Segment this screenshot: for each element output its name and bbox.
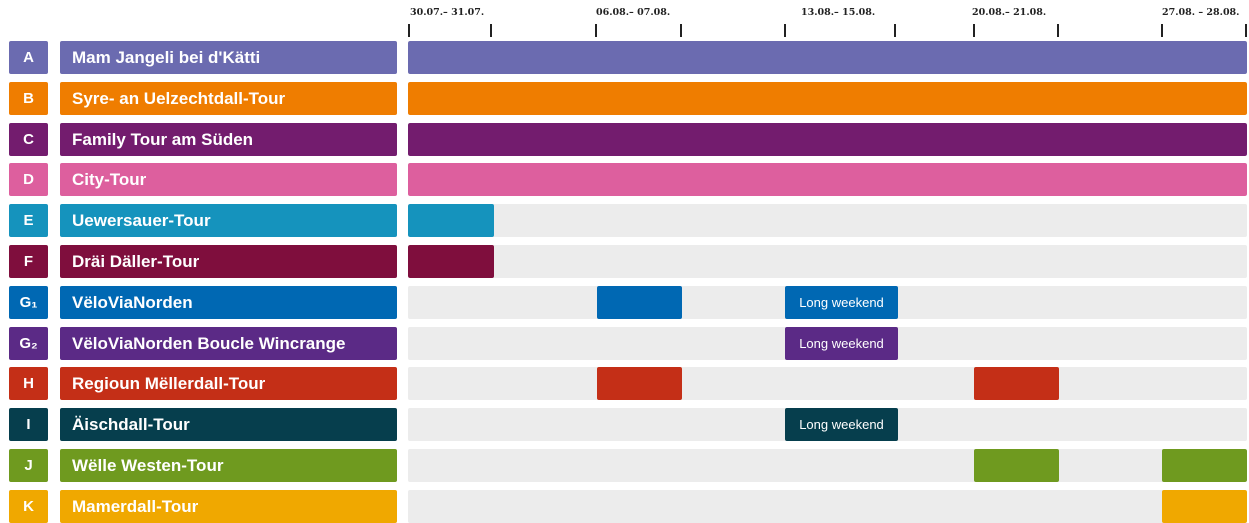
- tour-bar-full: [408, 163, 1247, 196]
- axis-tick: [490, 24, 492, 37]
- tour-letter-badge: D: [9, 163, 48, 196]
- tour-name-label: Uewersauer-Tour: [60, 204, 397, 237]
- tour-name-label: Syre- an Uelzechtdall-Tour: [60, 82, 397, 115]
- tour-letter-badge: I: [9, 408, 48, 441]
- tour-period-bar: [1162, 490, 1247, 523]
- tour-period-bar: [785, 327, 898, 360]
- tour-letter-badge: K: [9, 490, 48, 523]
- tour-letter-badge: G₂: [9, 327, 48, 360]
- timeline-track: [408, 41, 1247, 74]
- tour-name-label: City-Tour: [60, 163, 397, 196]
- tour-period-bar: [1162, 449, 1247, 482]
- date-range-label: 06.08.– 07.08.: [596, 7, 671, 18]
- tour-letter-badge: F: [9, 245, 48, 278]
- date-range-label: 30.07.– 31.07.: [410, 7, 485, 18]
- timeline-track: [408, 204, 1247, 237]
- tour-bar-full: [408, 41, 1247, 74]
- tour-row: H Regioun Mëllerdall-Tour: [0, 367, 1249, 400]
- tour-row: J Wëlle Westen-Tour: [0, 449, 1249, 482]
- tour-letter-badge: E: [9, 204, 48, 237]
- tour-period-bar: [974, 449, 1059, 482]
- tour-letter-badge: G₁: [9, 286, 48, 319]
- tour-period-bar: [408, 245, 494, 278]
- date-range-label: 20.08.– 21.08.: [972, 7, 1047, 18]
- tour-period-bar: [974, 367, 1059, 400]
- axis-tick: [894, 24, 896, 37]
- tour-row: E Uewersauer-Tour: [0, 204, 1249, 237]
- tour-letter-badge: B: [9, 82, 48, 115]
- timeline-track: Long weekend: [408, 327, 1247, 360]
- tour-bar-full: [408, 82, 1247, 115]
- date-range-label: 13.08.– 15.08.: [801, 7, 876, 18]
- tour-name-label: Regioun Mëllerdall-Tour: [60, 367, 397, 400]
- tour-name-label: VëloViaNorden Boucle Wincrange: [60, 327, 397, 360]
- tour-row: B Syre- an Uelzechtdall-Tour: [0, 82, 1249, 115]
- tour-row: G₂ VëloViaNorden Boucle Wincrange Long wee…: [0, 327, 1249, 360]
- date-range-label: 27.08. – 28.08.: [1162, 7, 1240, 18]
- timeline-track: [408, 367, 1247, 400]
- tour-row: F Dräi Däller-Tour: [0, 245, 1249, 278]
- tour-row: C Family Tour am Süden: [0, 123, 1249, 156]
- tour-letter-badge: H: [9, 367, 48, 400]
- axis-tick: [408, 24, 410, 37]
- timeline-header: 30.07.– 31.07. 06.08.– 07.08. 13.08.– 15.0…: [0, 0, 1249, 40]
- axis-tick: [1161, 24, 1163, 37]
- axis-tick: [680, 24, 682, 37]
- tour-name-label: Mam Jangeli bei d'Kätti: [60, 41, 397, 74]
- tour-bar-full: [408, 123, 1247, 156]
- tour-name-label: Dräi Däller-Tour: [60, 245, 397, 278]
- tour-period-bar: [785, 408, 898, 441]
- timeline-track: [408, 490, 1247, 523]
- tour-row: I Äischdall-Tour Long weekend: [0, 408, 1249, 441]
- tour-period-bar: [597, 367, 682, 400]
- timeline-track: [408, 82, 1247, 115]
- timeline-track: Long weekend: [408, 408, 1247, 441]
- axis-tick: [1245, 24, 1247, 37]
- axis-tick: [784, 24, 786, 37]
- tour-letter-badge: C: [9, 123, 48, 156]
- tour-letter-badge: J: [9, 449, 48, 482]
- axis-tick: [1057, 24, 1059, 37]
- tour-name-label: VëloViaNorden: [60, 286, 397, 319]
- tour-row: D City-Tour: [0, 163, 1249, 196]
- tour-period-bar: [408, 204, 494, 237]
- tour-letter-badge: A: [9, 41, 48, 74]
- timeline-track: [408, 123, 1247, 156]
- timeline-track: [408, 449, 1247, 482]
- tour-name-label: Mamerdall-Tour: [60, 490, 397, 523]
- tour-name-label: Family Tour am Süden: [60, 123, 397, 156]
- timeline-track: [408, 245, 1247, 278]
- tour-row: A Mam Jangeli bei d'Kätti: [0, 41, 1249, 74]
- axis-tick: [973, 24, 975, 37]
- axis-tick: [595, 24, 597, 37]
- tour-name-label: Wëlle Westen-Tour: [60, 449, 397, 482]
- tour-row: K Mamerdall-Tour: [0, 490, 1249, 523]
- tour-period-bar: [597, 286, 682, 319]
- tour-name-label: Äischdall-Tour: [60, 408, 397, 441]
- tour-period-bar: [785, 286, 898, 319]
- timeline-track: [408, 163, 1247, 196]
- timeline-track: Long weekend: [408, 286, 1247, 319]
- tour-row: G₁ VëloViaNorden Long weekend: [0, 286, 1249, 319]
